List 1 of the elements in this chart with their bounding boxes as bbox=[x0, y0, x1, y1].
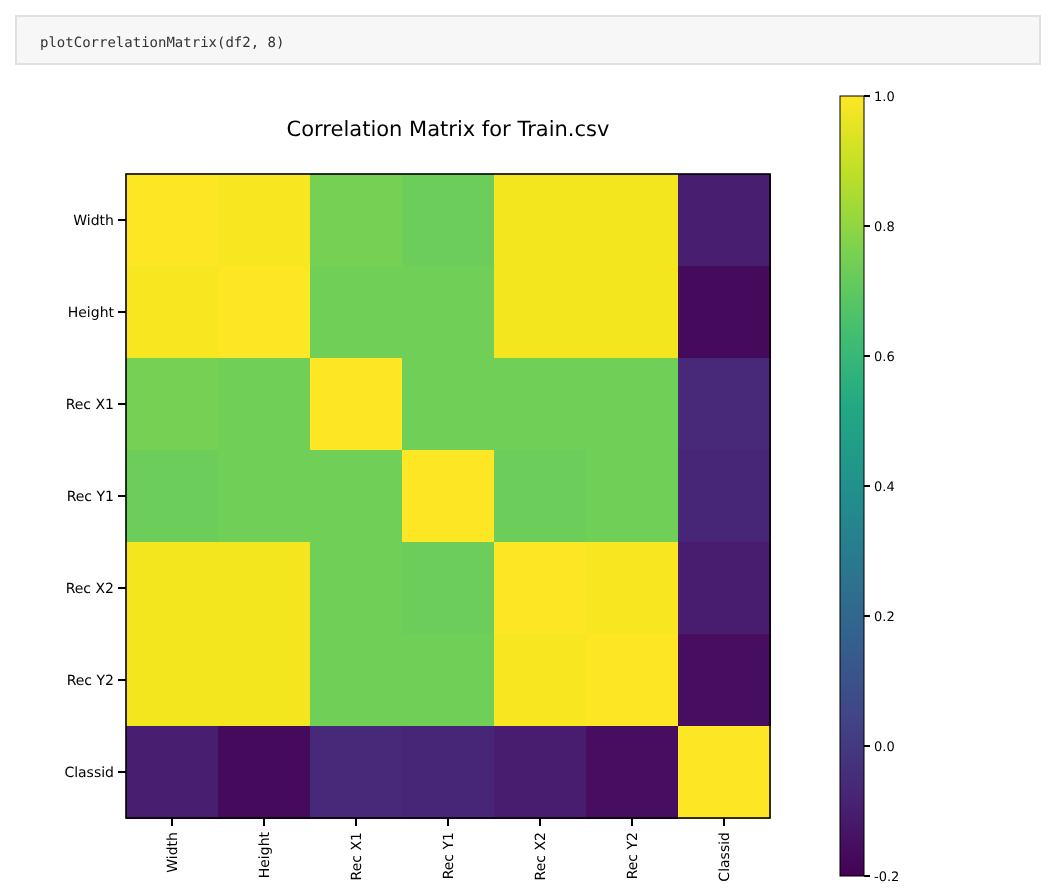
chart-title: Correlation Matrix for Train.csv bbox=[286, 118, 610, 142]
